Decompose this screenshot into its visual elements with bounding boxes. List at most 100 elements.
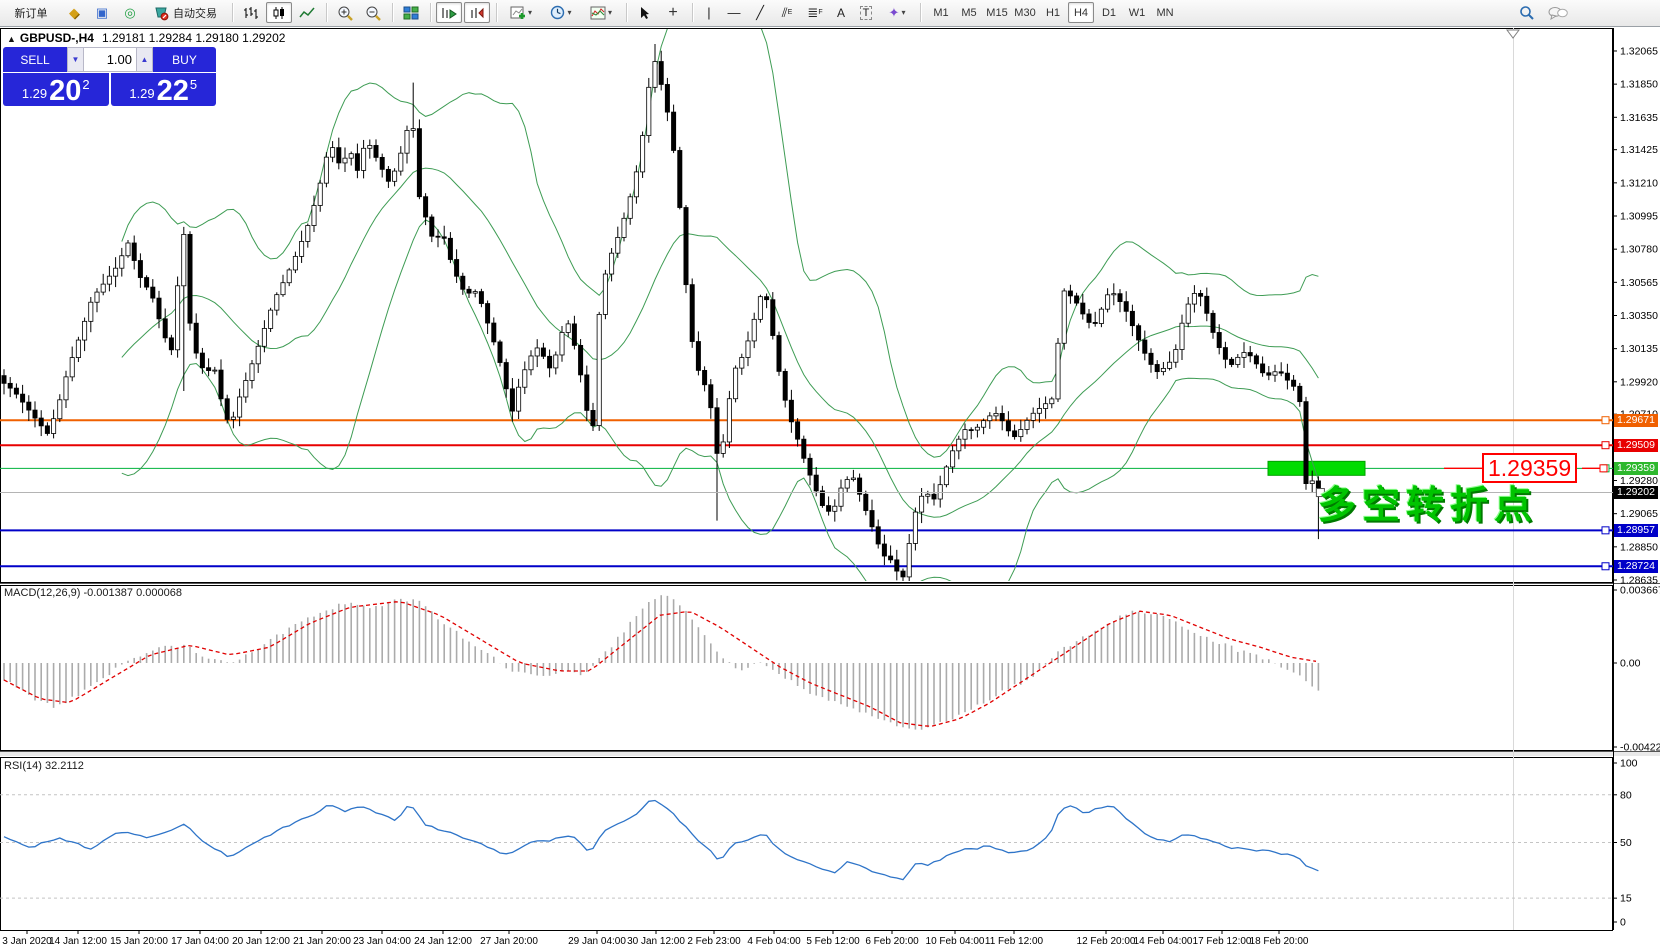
line-chart-mode-button[interactable] — [294, 2, 320, 23]
lot-increase-button[interactable]: ▲ — [136, 47, 153, 72]
ohlc-quote: 1.29181 1.29284 1.29180 1.29202 — [101, 31, 286, 45]
lot-decrease-button[interactable]: ▼ — [67, 47, 84, 72]
timeframe-m30[interactable]: M30 — [1014, 6, 1036, 19]
horizontal-line-tool-button[interactable]: — — [722, 2, 746, 23]
history-center-button[interactable]: ◆ — [62, 2, 86, 23]
trendline-icon: ╱ — [756, 4, 764, 20]
level-line-handle[interactable] — [1601, 441, 1610, 450]
level-line-handle[interactable] — [1601, 526, 1610, 535]
indicators-button[interactable]: ▾ — [582, 2, 620, 23]
channel-sub-label: E — [787, 9, 793, 16]
candlestick-icon — [273, 6, 284, 19]
sell-price-pips: 20 — [49, 75, 82, 107]
indicators-icon — [590, 6, 606, 19]
level-line-handle[interactable] — [1601, 562, 1610, 571]
price-tag-annotation[interactable]: 1.29359 — [1482, 453, 1578, 484]
timeframe-h1[interactable]: H1 — [1045, 6, 1061, 19]
panel-frame — [0, 757, 1613, 931]
panel-splitter[interactable] — [0, 751, 1660, 756]
rsi-axis-label: 100 — [1620, 758, 1638, 770]
timeframe-m15[interactable]: M15 — [986, 6, 1008, 19]
buy-button[interactable]: BUY — [153, 47, 216, 72]
text-tool-icon: A — [836, 5, 845, 20]
auto-trading-button[interactable]: 自动交易 — [146, 2, 224, 23]
zoom-in-button[interactable] — [332, 2, 358, 23]
cursor-icon — [641, 6, 649, 19]
price-tick-label: 1.31210 — [1620, 177, 1658, 189]
dropdown-arrow-icon: ▾ — [567, 8, 572, 17]
buy-price-button[interactable]: 1.29 22 5 — [110, 73, 216, 106]
fibonacci-icon: ≣ — [807, 4, 819, 20]
time-tick-label: 29 Jan 04:00 — [568, 936, 626, 946]
bollinger-middle — [121, 167, 1319, 518]
shapes-icon: ✦ — [888, 4, 900, 20]
vertical-line-tool-button[interactable]: | — [698, 2, 720, 23]
trendline-tool-button[interactable]: ╱ — [748, 2, 772, 23]
object-handle[interactable] — [1315, 488, 1325, 498]
chart-marker-icon: ▲ — [7, 34, 16, 44]
level-axis-label: 1.28724 — [1614, 559, 1658, 573]
level-axis-label: 1.28957 — [1614, 523, 1658, 537]
text-tool-button[interactable]: A — [830, 2, 852, 23]
zoom-out-button[interactable] — [360, 2, 386, 23]
chart-title-line: ▲ GBPUSD-,H4 1.29181 1.29284 1.29180 1.292… — [7, 31, 285, 45]
toolbar-separator — [326, 3, 328, 22]
timeframe-d1[interactable]: D1 — [1101, 6, 1117, 19]
search-icon — [1519, 6, 1534, 20]
rsi-indicator-label: RSI(14) 32.2112 — [4, 760, 84, 772]
auto-scroll-button[interactable] — [436, 2, 462, 23]
annotation-anchor-handle[interactable] — [1599, 464, 1608, 473]
timeframe-m1[interactable]: M1 — [933, 6, 949, 19]
terminal-button[interactable]: ▣ — [90, 2, 114, 23]
time-tick-label: 10 Feb 04:00 — [926, 936, 985, 946]
buy-price-point: 5 — [189, 77, 198, 92]
rsi-axis-label: 50 — [1620, 837, 1632, 849]
time-tick-label: 30 Jan 12:00 — [627, 936, 685, 946]
terminal-icon: ▣ — [95, 4, 109, 20]
timeframe-w1[interactable]: W1 — [1128, 6, 1146, 19]
candlestick-mode-button[interactable] — [266, 2, 292, 23]
timeframe-mn[interactable]: MN — [1156, 6, 1174, 19]
signals-button[interactable]: ◎ — [118, 2, 142, 23]
toolbar-separator — [232, 3, 234, 22]
crosshair-tool-button[interactable]: + — [660, 2, 686, 23]
timeframe-m5[interactable]: M5 — [961, 6, 977, 19]
chart-title: GBPUSD-,H4 — [19, 31, 94, 45]
cursor-tool-button[interactable] — [632, 2, 658, 23]
lot-size-input[interactable] — [84, 47, 136, 72]
panel-frame — [0, 585, 1613, 751]
macd-indicator-label: MACD(12,26,9) -0.001387 0.000068 — [4, 587, 182, 599]
price-tick-label: 1.30565 — [1620, 277, 1658, 289]
bar-chart-mode-button[interactable] — [238, 2, 264, 23]
shapes-tool-button[interactable]: ✦ ▾ — [880, 2, 914, 23]
price-tick-label: 1.28850 — [1620, 541, 1658, 553]
sell-price-button[interactable]: 1.29 20 2 — [3, 73, 109, 106]
channel-tool-button[interactable]: ⫽ E — [774, 2, 800, 23]
tile-windows-button[interactable] — [398, 2, 424, 23]
crosshair-icon: + — [668, 3, 678, 21]
level-axis-label: 1.29202 — [1614, 486, 1658, 500]
sell-button[interactable]: SELL — [3, 47, 67, 72]
auto-trading-icon — [155, 7, 169, 20]
bollinger-upper — [121, 29, 1319, 458]
chart-shift-icon — [471, 7, 484, 18]
level-line-handle[interactable] — [1601, 416, 1610, 425]
community-chat-button[interactable] — [1543, 2, 1573, 23]
label-tool-button[interactable]: T — [854, 2, 878, 23]
chart-shift-button[interactable] — [464, 2, 490, 23]
timeframe-h4[interactable]: H4 — [1068, 2, 1094, 23]
sell-price-prefix: 1.29 — [21, 86, 48, 101]
new-chart-button[interactable]: ▾ — [502, 2, 540, 23]
panel-frame — [0, 28, 1613, 583]
periods-button[interactable]: ▾ — [544, 2, 578, 23]
time-tick-label: 5 Feb 12:00 — [806, 936, 860, 946]
turning-point-annotation[interactable]: 多空转折点 — [1318, 485, 1539, 527]
macd-axis-label: 0.003667 — [1620, 585, 1660, 597]
search-button[interactable] — [1513, 2, 1539, 23]
chart-shift-marker[interactable] — [1506, 29, 1520, 39]
horizontal-line-icon: — — [727, 5, 741, 20]
fibonacci-tool-button[interactable]: ≣ F — [802, 2, 828, 23]
new-order-button[interactable]: 新订单 — [4, 2, 58, 23]
broadcast-icon: ◎ — [124, 4, 136, 20]
